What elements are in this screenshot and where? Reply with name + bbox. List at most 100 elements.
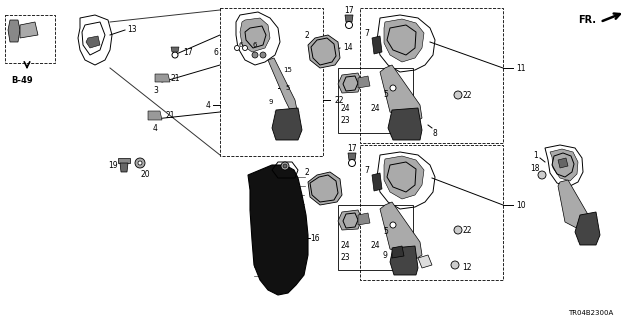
Circle shape (260, 52, 266, 58)
Text: 11: 11 (516, 63, 525, 73)
Polygon shape (384, 156, 424, 199)
Text: TR04B2300A: TR04B2300A (568, 310, 613, 316)
Text: 23: 23 (340, 116, 350, 124)
Text: 22: 22 (334, 95, 344, 105)
Text: 21: 21 (165, 110, 175, 119)
Text: 1: 1 (533, 150, 538, 159)
Circle shape (390, 222, 396, 228)
Polygon shape (384, 19, 424, 62)
Circle shape (538, 171, 546, 179)
Text: 22: 22 (462, 226, 472, 235)
Polygon shape (148, 111, 162, 120)
Circle shape (390, 85, 396, 91)
Polygon shape (338, 210, 362, 230)
Circle shape (281, 162, 289, 170)
Text: 5: 5 (286, 85, 290, 91)
Text: 7: 7 (364, 165, 369, 174)
Text: 4: 4 (205, 100, 210, 109)
Text: 24: 24 (370, 103, 380, 113)
Text: 16: 16 (310, 234, 319, 243)
Text: 2: 2 (304, 167, 309, 177)
Polygon shape (272, 108, 302, 140)
Text: 9: 9 (382, 251, 387, 260)
Text: 6: 6 (253, 42, 257, 48)
Circle shape (349, 159, 355, 166)
Polygon shape (348, 153, 356, 160)
Text: 20: 20 (140, 170, 150, 179)
Bar (338, 205, 413, 270)
Text: 13: 13 (127, 25, 137, 34)
Text: 24: 24 (370, 241, 380, 250)
Text: 8: 8 (432, 129, 436, 138)
Bar (220, 8, 323, 156)
Text: 10: 10 (516, 201, 525, 210)
Circle shape (135, 158, 145, 168)
Text: 23: 23 (340, 253, 350, 262)
Polygon shape (338, 73, 362, 93)
Polygon shape (120, 163, 128, 172)
Polygon shape (380, 202, 422, 259)
Circle shape (346, 21, 353, 28)
Polygon shape (550, 149, 578, 181)
Bar (360, 145, 503, 280)
Polygon shape (418, 255, 432, 268)
Polygon shape (358, 213, 370, 225)
Polygon shape (240, 18, 270, 52)
Text: 7: 7 (364, 28, 369, 37)
Text: 24: 24 (340, 241, 350, 250)
Bar (5, 15, 55, 63)
Polygon shape (372, 173, 382, 191)
Circle shape (152, 111, 159, 118)
Text: 9: 9 (269, 99, 273, 105)
Circle shape (252, 52, 258, 58)
Polygon shape (248, 165, 308, 295)
Polygon shape (358, 76, 370, 88)
Bar (360, 8, 503, 143)
Text: 17: 17 (183, 47, 193, 57)
Circle shape (454, 91, 462, 99)
Circle shape (159, 75, 166, 82)
Polygon shape (372, 36, 382, 54)
Polygon shape (558, 158, 568, 168)
Polygon shape (268, 58, 298, 118)
Text: 2: 2 (304, 30, 309, 39)
Polygon shape (558, 180, 592, 233)
Text: 3: 3 (154, 85, 159, 94)
Text: 15: 15 (284, 67, 292, 73)
Text: 17: 17 (344, 5, 354, 14)
Circle shape (234, 45, 239, 51)
Polygon shape (308, 172, 342, 205)
Text: 22: 22 (462, 91, 472, 100)
Polygon shape (86, 36, 100, 48)
Text: 6: 6 (213, 47, 218, 57)
Polygon shape (171, 47, 179, 52)
Polygon shape (575, 212, 600, 245)
Polygon shape (155, 74, 170, 82)
Polygon shape (390, 246, 418, 275)
Polygon shape (20, 22, 38, 38)
Text: 19: 19 (108, 161, 118, 170)
Polygon shape (308, 35, 340, 68)
Polygon shape (392, 246, 404, 258)
Text: 5: 5 (383, 227, 388, 236)
Polygon shape (118, 158, 130, 163)
Circle shape (451, 261, 459, 269)
Bar (338, 68, 413, 133)
Polygon shape (380, 65, 422, 122)
Text: 6: 6 (239, 42, 243, 48)
Text: 5: 5 (383, 90, 388, 99)
Text: FR.: FR. (578, 15, 596, 25)
Text: 4: 4 (152, 124, 157, 132)
Text: 12: 12 (462, 263, 472, 273)
Text: B-49: B-49 (11, 76, 33, 84)
Polygon shape (388, 108, 422, 140)
Text: 17: 17 (347, 143, 357, 153)
Circle shape (172, 52, 178, 58)
Polygon shape (8, 20, 20, 42)
Circle shape (454, 226, 462, 234)
Text: 24: 24 (340, 103, 350, 113)
Text: 14: 14 (343, 43, 353, 52)
Text: 21: 21 (170, 74, 179, 83)
Circle shape (283, 164, 287, 168)
Circle shape (138, 161, 142, 165)
